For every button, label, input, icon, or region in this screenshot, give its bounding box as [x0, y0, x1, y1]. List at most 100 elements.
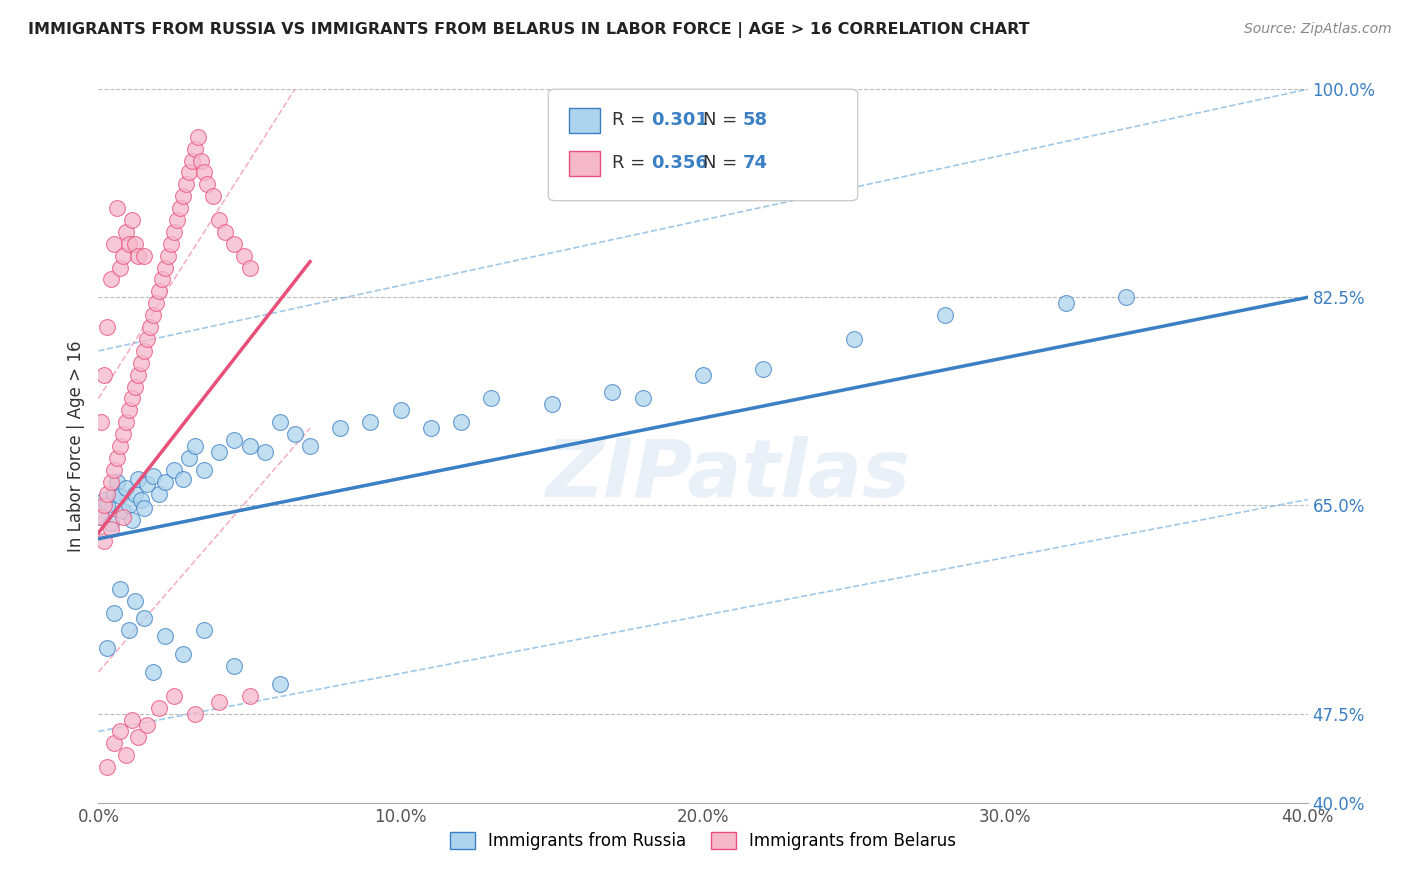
Point	[135, 718, 157, 732]
Point	[139, 320, 162, 334]
Point	[124, 486, 146, 500]
Point	[108, 724, 131, 739]
Point	[239, 439, 262, 453]
Point	[195, 178, 218, 192]
Point	[481, 392, 503, 406]
Point	[239, 689, 262, 703]
Point	[184, 439, 207, 453]
Point	[224, 659, 246, 673]
Y-axis label: In Labor Force | Age > 16: In Labor Force | Age > 16	[66, 340, 84, 552]
Point	[121, 713, 143, 727]
Point	[224, 433, 246, 447]
Point	[420, 421, 443, 435]
Point	[172, 189, 194, 203]
Point	[132, 611, 155, 625]
Point	[752, 361, 775, 376]
Text: ZIPatlas: ZIPatlas	[544, 435, 910, 514]
Point	[142, 308, 165, 322]
Text: 58: 58	[742, 112, 768, 129]
Point	[108, 260, 131, 275]
Point	[329, 421, 352, 435]
Point	[121, 513, 143, 527]
Point	[1115, 290, 1137, 304]
Point	[108, 582, 131, 596]
Point	[108, 439, 131, 453]
Point	[96, 641, 118, 656]
Point	[389, 403, 412, 417]
Point	[114, 415, 136, 429]
Point	[100, 516, 122, 531]
Point	[135, 332, 157, 346]
Point	[103, 463, 125, 477]
Point	[142, 665, 165, 679]
Point	[132, 343, 155, 358]
Point	[90, 415, 112, 429]
Point	[187, 129, 209, 144]
Point	[118, 499, 141, 513]
Point	[179, 165, 201, 179]
Point	[184, 706, 207, 721]
Point	[181, 153, 204, 168]
Point	[540, 397, 562, 411]
Point	[96, 499, 118, 513]
Point	[214, 225, 236, 239]
Point	[142, 468, 165, 483]
Point	[160, 236, 183, 251]
Point	[153, 629, 176, 643]
Point	[193, 624, 215, 638]
Point	[103, 236, 125, 251]
Point	[1054, 296, 1077, 310]
Point	[135, 477, 157, 491]
Point	[90, 510, 112, 524]
Point	[148, 700, 170, 714]
Point	[934, 308, 956, 322]
Point	[239, 260, 262, 275]
Point	[208, 695, 231, 709]
Point	[163, 225, 186, 239]
Point	[114, 481, 136, 495]
Text: IMMIGRANTS FROM RUSSIA VS IMMIGRANTS FROM BELARUS IN LABOR FORCE | AGE > 16 CORR: IMMIGRANTS FROM RUSSIA VS IMMIGRANTS FRO…	[28, 22, 1029, 38]
Point	[124, 593, 146, 607]
Point	[103, 736, 125, 750]
Point	[118, 624, 141, 638]
Point	[174, 178, 197, 192]
Point	[224, 236, 246, 251]
Point	[163, 463, 186, 477]
Point	[190, 153, 212, 168]
Text: Source: ZipAtlas.com: Source: ZipAtlas.com	[1244, 22, 1392, 37]
Point	[208, 213, 231, 227]
Point	[129, 356, 152, 370]
Text: 0.356: 0.356	[651, 154, 707, 172]
Point	[602, 385, 624, 400]
Point	[208, 445, 231, 459]
Point	[150, 272, 173, 286]
Point	[111, 510, 134, 524]
Point	[105, 475, 128, 489]
Point	[121, 392, 143, 406]
Point	[166, 213, 188, 227]
Point	[179, 450, 201, 465]
Point	[127, 368, 149, 382]
Point	[202, 189, 225, 203]
Point	[269, 677, 291, 691]
Point	[148, 486, 170, 500]
Point	[118, 403, 141, 417]
Point	[100, 475, 122, 489]
Point	[93, 534, 115, 549]
Point	[360, 415, 382, 429]
Point	[269, 415, 291, 429]
Point	[232, 249, 254, 263]
Point	[156, 249, 179, 263]
Point	[172, 472, 194, 486]
Point	[114, 748, 136, 763]
Point	[103, 606, 125, 620]
Point	[100, 522, 122, 536]
Point	[153, 475, 176, 489]
Point	[114, 225, 136, 239]
Point	[111, 504, 134, 518]
Point	[132, 249, 155, 263]
Point	[129, 492, 152, 507]
Point	[111, 427, 134, 442]
Point	[172, 647, 194, 661]
Point	[844, 332, 866, 346]
